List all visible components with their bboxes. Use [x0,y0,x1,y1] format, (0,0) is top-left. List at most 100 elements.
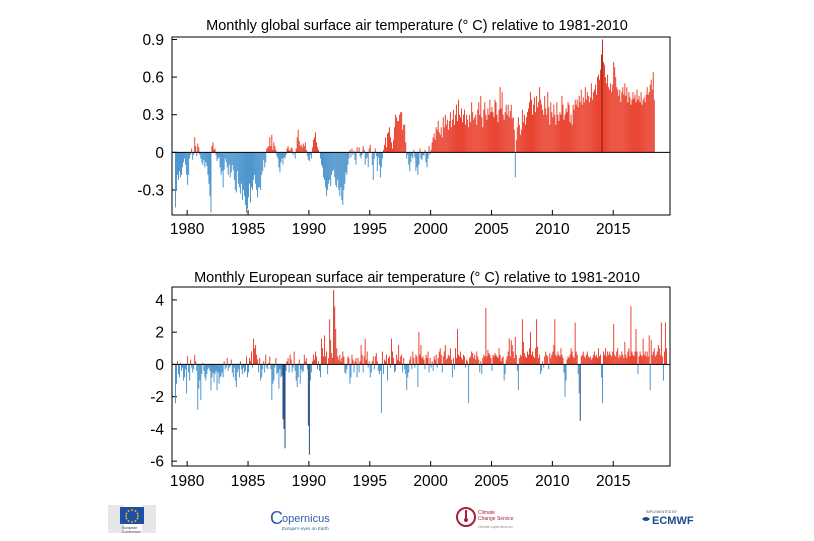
data-bar [432,364,434,371]
y-tick-label: 4 [155,292,164,309]
data-bar [303,354,305,365]
data-bar [578,95,580,153]
data-bar [246,152,247,213]
data-bar [518,124,520,153]
data-bar [616,351,618,365]
data-bar [219,152,221,168]
data-bar [249,357,250,365]
data-bar [462,359,463,365]
data-bar [259,152,261,188]
data-bar [267,147,269,153]
data-bar [632,354,634,365]
data-bar [287,146,289,153]
data-bar [291,148,293,153]
data-bar [274,146,276,153]
data-bar [484,102,486,153]
data-bar [640,354,642,365]
data-bar [511,118,513,153]
data-bar [646,87,648,153]
data-bar [630,306,632,365]
data-bar [613,62,615,153]
data-bar [595,94,597,153]
data-bar [430,364,432,368]
data-bar [372,152,374,180]
data-bar [312,354,314,365]
data-bar [562,357,564,365]
data-bar [215,364,217,371]
data-bar [325,152,327,188]
data-bar [452,357,454,365]
data-bar [524,124,526,153]
data-bar [225,364,227,368]
data-bar [467,361,469,365]
data-bar [654,356,656,365]
data-bar [553,345,555,365]
data-bar [285,152,287,155]
data-bar [189,364,191,381]
data-bar [597,77,598,153]
data-bar [471,102,473,153]
data-bar [258,152,260,188]
data-bar [193,364,195,370]
data-bar [327,152,329,190]
data-bar [618,95,620,153]
data-bar [509,356,511,365]
data-bar [222,152,224,188]
data-bar [367,152,369,168]
data-bar [593,351,595,365]
data-bar [489,99,491,153]
data-bar [348,357,350,365]
data-bar [202,362,204,365]
data-bar [239,152,241,194]
data-bar [284,152,286,159]
data-bar [308,364,310,455]
data-bar [437,357,439,365]
data-bar [176,364,177,384]
data-bar [494,353,496,365]
data-bar [288,149,290,153]
data-bar [533,104,534,153]
data-bar [288,364,290,373]
data-bar [549,124,551,153]
data-bar [194,137,196,153]
data-bar [507,104,509,153]
data-bar [566,112,568,153]
data-bar [247,152,248,209]
data-bar [646,351,648,365]
data-bar [589,97,591,153]
data-bar [582,97,584,153]
data-bar [505,104,507,153]
data-bar [603,62,604,153]
data-bar [393,357,395,365]
data-bar [468,127,470,153]
data-bar [224,364,226,370]
data-bar [440,127,442,153]
data-bar [383,144,385,153]
data-bar [607,74,609,153]
data-bar [550,102,552,153]
data-bar [181,152,182,175]
data-bar [664,322,666,365]
data-bar [365,152,367,159]
data-bar [435,127,437,153]
data-bar [319,364,320,371]
data-bar [585,99,587,153]
data-bar [534,97,536,153]
data-bar [344,364,346,373]
data-bar [221,152,223,172]
data-bar [271,134,273,153]
data-bar [382,364,384,375]
data-bar [256,354,258,365]
data-bar [657,345,659,365]
data-bar [296,137,298,153]
data-bar [448,356,450,365]
data-bar [409,152,411,172]
data-bar [392,351,393,365]
data-bar [360,152,362,159]
data-bar [475,359,477,365]
data-bar [237,364,239,370]
data-bar [299,364,301,384]
data-bar [253,152,255,180]
data-bar [310,364,312,373]
data-bar [497,122,499,153]
